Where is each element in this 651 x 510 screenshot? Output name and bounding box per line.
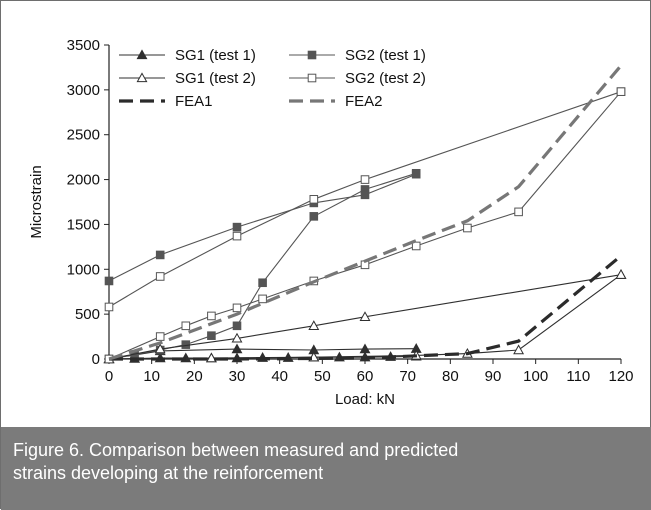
data-point bbox=[513, 344, 525, 355]
chart-series bbox=[103, 64, 627, 364]
data-point bbox=[155, 332, 165, 341]
data-point bbox=[615, 269, 627, 279]
data-point bbox=[359, 311, 371, 322]
y-tick-label: 2000 bbox=[67, 172, 100, 189]
data-point bbox=[232, 222, 242, 232]
data-point bbox=[232, 321, 242, 331]
data-point bbox=[514, 207, 523, 217]
y-axis-title: Microstrain bbox=[28, 165, 45, 238]
legend-marker bbox=[136, 49, 148, 60]
legend-item: SG1 (test 1) bbox=[119, 47, 256, 64]
legend-item: SG2 (test 1) bbox=[289, 47, 426, 64]
data-point bbox=[309, 195, 319, 204]
legend-item: FEA2 bbox=[289, 93, 383, 110]
legend-label: SG2 (test 2) bbox=[345, 70, 426, 87]
data-point bbox=[360, 190, 370, 200]
y-tick-label: 3000 bbox=[67, 82, 100, 99]
figure-caption: Figure 6. Comparison between measured an… bbox=[1, 427, 651, 510]
x-tick-label: 50 bbox=[314, 368, 331, 385]
data-point bbox=[258, 294, 267, 304]
data-point bbox=[155, 272, 165, 281]
x-tick-label: 70 bbox=[399, 368, 416, 385]
y-tick-label: 1500 bbox=[67, 216, 100, 233]
y-tick-label: 0 bbox=[92, 351, 100, 368]
chart-legend: SG1 (test 1) SG2 (test 1) SG1 (test 2) SG2 … bbox=[119, 47, 426, 110]
data-point bbox=[232, 231, 242, 241]
data-point bbox=[207, 311, 216, 321]
series-line bbox=[108, 64, 623, 361]
chart-ticks: 0 10 20 30 40 50 60 70 80 90 100 110 120 0 500 1000 1500… bbox=[67, 37, 634, 385]
data-point bbox=[258, 278, 267, 288]
x-tick-label: 90 bbox=[485, 368, 502, 385]
data-point bbox=[104, 302, 114, 312]
series-line bbox=[108, 274, 622, 360]
x-tick-label: 110 bbox=[566, 368, 590, 385]
legend-item: SG2 (test 2) bbox=[289, 70, 426, 87]
x-tick-label: 120 bbox=[608, 368, 633, 385]
series-4 bbox=[109, 254, 623, 361]
series-line bbox=[108, 173, 417, 282]
data-point bbox=[360, 175, 370, 184]
data-point bbox=[616, 87, 626, 96]
legend-label: FEA2 bbox=[345, 93, 383, 110]
legend-label: SG1 (test 2) bbox=[175, 70, 256, 87]
data-point bbox=[207, 331, 216, 340]
series-1 bbox=[104, 168, 421, 364]
legend-item: SG1 (test 2) bbox=[119, 70, 256, 87]
legend-marker bbox=[307, 50, 317, 60]
y-tick-label: 2500 bbox=[67, 127, 100, 144]
legend-marker bbox=[307, 73, 317, 83]
data-point bbox=[309, 212, 319, 221]
data-point bbox=[104, 276, 114, 286]
data-point bbox=[232, 303, 242, 313]
data-point bbox=[154, 343, 166, 354]
series-5 bbox=[108, 64, 623, 361]
legend-label: SG1 (test 1) bbox=[175, 47, 256, 64]
data-point bbox=[155, 250, 165, 260]
caption-line-1: Figure 6. Comparison between measured an… bbox=[13, 440, 459, 460]
series-line bbox=[108, 91, 622, 308]
data-point bbox=[411, 169, 421, 179]
legend-marker bbox=[136, 72, 148, 83]
x-tick-label: 60 bbox=[357, 368, 374, 385]
y-tick-label: 500 bbox=[75, 306, 100, 323]
x-tick-label: 20 bbox=[186, 368, 203, 385]
caption-line-2: strains developing at the reinforcement bbox=[13, 463, 324, 483]
y-tick-label: 3500 bbox=[67, 37, 100, 54]
x-tick-label: 0 bbox=[105, 368, 113, 385]
series-line-aux bbox=[108, 172, 417, 360]
data-point bbox=[231, 332, 243, 343]
legend-label: SG2 (test 1) bbox=[345, 47, 426, 64]
data-point bbox=[463, 223, 472, 233]
data-point bbox=[205, 352, 217, 363]
chart: 0 10 20 30 40 50 60 70 80 90 100 110 120 0 500 1000 1500… bbox=[28, 37, 634, 408]
data-point bbox=[308, 320, 320, 330]
series-line bbox=[108, 348, 417, 360]
x-tick-label: 30 bbox=[229, 368, 246, 385]
x-tick-label: 40 bbox=[271, 368, 288, 385]
legend-label: FEA1 bbox=[175, 93, 213, 110]
series-3 bbox=[104, 87, 626, 364]
x-tick-label: 100 bbox=[523, 368, 548, 385]
data-point bbox=[181, 321, 191, 331]
series-line bbox=[109, 254, 623, 361]
data-point bbox=[231, 343, 243, 354]
data-point bbox=[359, 343, 371, 354]
x-tick-label: 80 bbox=[442, 368, 459, 385]
y-tick-label: 1000 bbox=[67, 261, 100, 278]
legend-item: FEA1 bbox=[119, 93, 213, 110]
x-tick-label: 10 bbox=[143, 368, 160, 385]
x-axis-title: Load: kN bbox=[335, 391, 395, 408]
